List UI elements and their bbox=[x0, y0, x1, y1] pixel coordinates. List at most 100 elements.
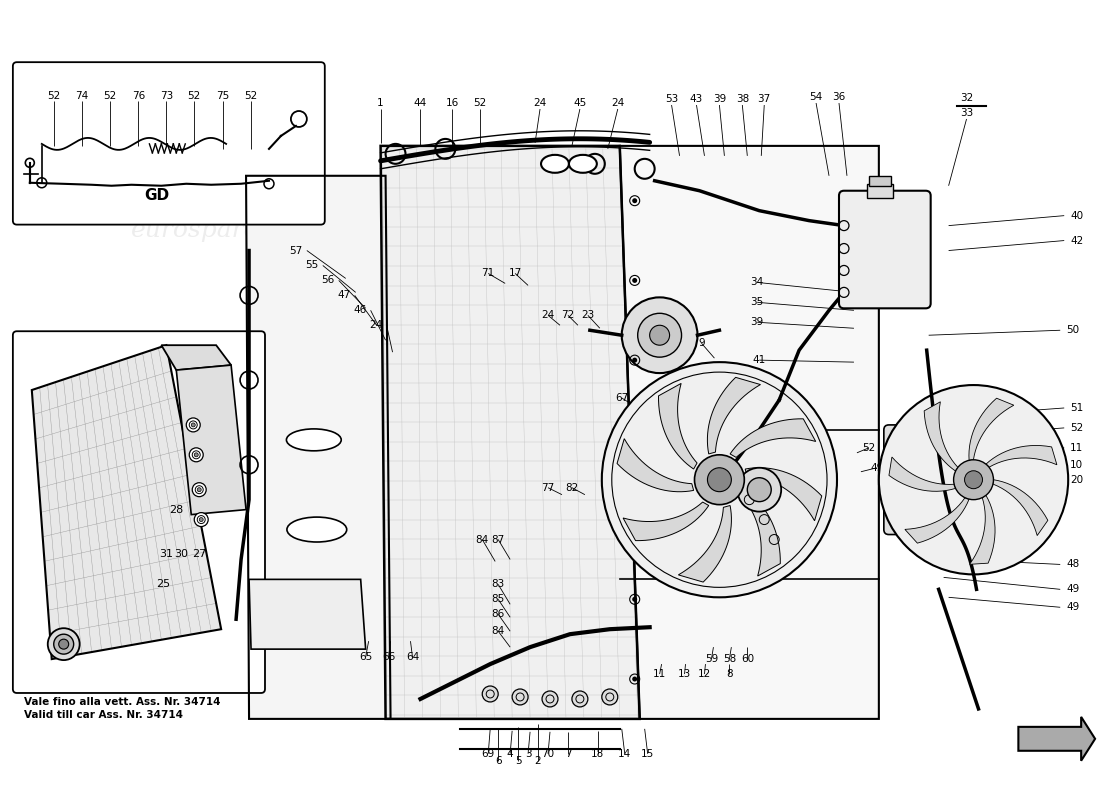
Text: 45: 45 bbox=[573, 98, 586, 108]
Text: 71: 71 bbox=[482, 269, 495, 278]
Text: 36: 36 bbox=[833, 92, 846, 102]
Circle shape bbox=[632, 517, 637, 522]
Text: 70: 70 bbox=[541, 749, 554, 758]
Circle shape bbox=[602, 362, 837, 598]
Text: 84: 84 bbox=[475, 534, 488, 545]
Text: 26: 26 bbox=[189, 505, 204, 514]
Text: 25: 25 bbox=[156, 579, 170, 590]
Text: 86: 86 bbox=[492, 610, 505, 619]
Text: 39: 39 bbox=[713, 94, 726, 104]
Text: eurospares: eurospares bbox=[689, 209, 829, 232]
Text: 20: 20 bbox=[1070, 474, 1084, 485]
Text: 27: 27 bbox=[189, 440, 204, 450]
Text: 2: 2 bbox=[535, 756, 541, 766]
Text: 17: 17 bbox=[508, 269, 521, 278]
Text: 64: 64 bbox=[406, 652, 419, 662]
Ellipse shape bbox=[287, 517, 346, 542]
Text: 69: 69 bbox=[482, 749, 495, 758]
Circle shape bbox=[694, 455, 745, 505]
Text: 1: 1 bbox=[377, 98, 384, 108]
Polygon shape bbox=[679, 506, 732, 582]
Circle shape bbox=[632, 677, 637, 682]
Ellipse shape bbox=[541, 155, 569, 173]
Text: 8: 8 bbox=[726, 669, 733, 679]
Text: 67: 67 bbox=[615, 393, 628, 403]
Circle shape bbox=[650, 326, 670, 345]
Circle shape bbox=[195, 513, 208, 526]
Text: 43: 43 bbox=[690, 94, 703, 104]
Text: 65: 65 bbox=[359, 652, 372, 662]
FancyBboxPatch shape bbox=[839, 190, 931, 308]
Text: 75: 75 bbox=[217, 91, 230, 101]
Text: 48: 48 bbox=[1066, 559, 1079, 570]
Circle shape bbox=[572, 691, 587, 707]
Text: 24: 24 bbox=[541, 310, 554, 320]
Text: 49: 49 bbox=[1066, 584, 1079, 594]
Text: 47: 47 bbox=[338, 290, 351, 300]
Text: 80: 80 bbox=[654, 510, 668, 520]
Circle shape bbox=[602, 689, 618, 705]
Text: 63: 63 bbox=[705, 410, 718, 420]
Text: 23: 23 bbox=[581, 310, 594, 320]
Text: 46: 46 bbox=[353, 306, 366, 315]
Text: 14: 14 bbox=[618, 749, 631, 758]
Text: 19: 19 bbox=[663, 306, 676, 315]
Text: 53: 53 bbox=[666, 94, 679, 104]
Polygon shape bbox=[969, 398, 1014, 460]
Circle shape bbox=[58, 639, 68, 649]
Text: 32: 32 bbox=[960, 93, 974, 103]
Circle shape bbox=[47, 628, 79, 660]
Text: 51: 51 bbox=[1070, 403, 1084, 413]
Text: 34: 34 bbox=[750, 278, 763, 287]
Circle shape bbox=[191, 423, 195, 427]
Circle shape bbox=[965, 470, 982, 489]
Circle shape bbox=[513, 689, 528, 705]
Circle shape bbox=[879, 385, 1068, 574]
Polygon shape bbox=[249, 579, 365, 649]
Text: 30: 30 bbox=[174, 550, 188, 559]
Polygon shape bbox=[381, 146, 640, 719]
Text: 68: 68 bbox=[638, 393, 651, 403]
Circle shape bbox=[638, 314, 682, 357]
Text: 52: 52 bbox=[47, 91, 60, 101]
Text: 12: 12 bbox=[697, 669, 711, 679]
Text: 84: 84 bbox=[492, 626, 505, 636]
Text: eurospares: eurospares bbox=[480, 299, 620, 322]
Text: 42: 42 bbox=[1070, 235, 1084, 246]
Text: 57: 57 bbox=[289, 246, 302, 255]
Circle shape bbox=[621, 298, 697, 373]
Text: 49: 49 bbox=[870, 462, 883, 473]
Text: 55: 55 bbox=[306, 261, 319, 270]
Text: 52: 52 bbox=[474, 98, 487, 108]
Text: 33: 33 bbox=[960, 108, 974, 118]
Polygon shape bbox=[889, 457, 956, 491]
Text: 6: 6 bbox=[495, 756, 502, 766]
Polygon shape bbox=[993, 480, 1048, 535]
FancyBboxPatch shape bbox=[883, 425, 968, 534]
Text: eurospares: eurospares bbox=[689, 478, 829, 501]
Polygon shape bbox=[246, 176, 390, 719]
FancyBboxPatch shape bbox=[13, 62, 324, 225]
Text: 22: 22 bbox=[742, 448, 756, 458]
Text: 41: 41 bbox=[752, 355, 766, 365]
Text: 83: 83 bbox=[492, 579, 505, 590]
Text: 60: 60 bbox=[740, 654, 754, 664]
Text: 52: 52 bbox=[103, 91, 117, 101]
Circle shape bbox=[632, 198, 637, 203]
Bar bbox=[867, 184, 893, 198]
Polygon shape bbox=[176, 365, 246, 514]
Text: 40: 40 bbox=[1070, 210, 1084, 221]
Ellipse shape bbox=[569, 155, 597, 173]
Text: GD: GD bbox=[144, 188, 169, 203]
Text: 3: 3 bbox=[525, 749, 531, 758]
Circle shape bbox=[186, 418, 200, 432]
Text: 82: 82 bbox=[565, 482, 579, 493]
Circle shape bbox=[747, 478, 771, 502]
Text: 21: 21 bbox=[758, 454, 771, 465]
Text: 81: 81 bbox=[631, 542, 645, 553]
Text: 50: 50 bbox=[1066, 326, 1079, 335]
Polygon shape bbox=[162, 345, 231, 370]
Text: 11: 11 bbox=[653, 669, 667, 679]
Circle shape bbox=[197, 488, 201, 492]
Polygon shape bbox=[659, 383, 697, 469]
